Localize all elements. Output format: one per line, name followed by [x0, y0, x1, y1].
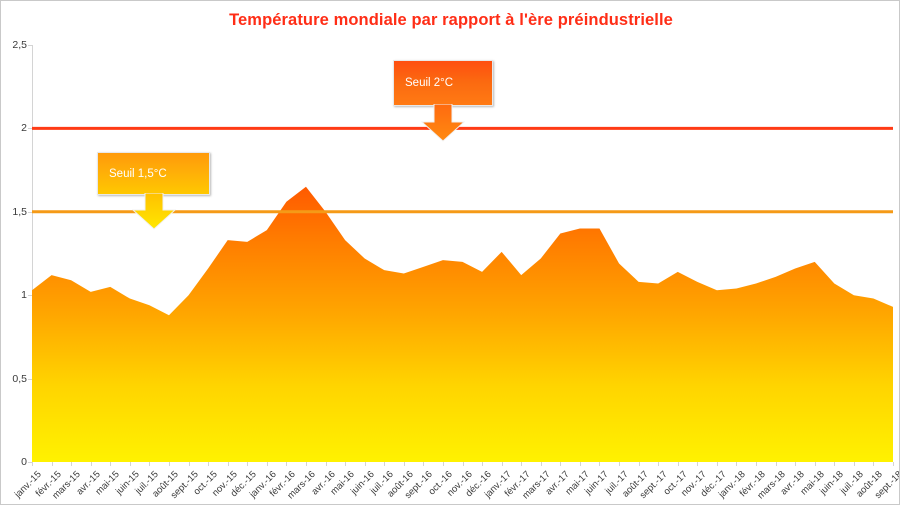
- x-axis-tick-mark: [619, 462, 621, 466]
- x-axis-tick-mark: [756, 462, 758, 466]
- threshold-15c-arrow-icon: [131, 193, 176, 230]
- x-axis-tick-mark: [599, 462, 601, 466]
- x-axis-tick-mark: [208, 462, 210, 466]
- x-axis-tick-mark: [521, 462, 523, 466]
- x-axis-tick-mark: [893, 462, 894, 466]
- temperature-area-path: [32, 186, 893, 462]
- x-axis-tick-mark: [305, 462, 307, 466]
- x-axis-tick-mark: [814, 462, 816, 466]
- x-axis-tick-mark: [853, 462, 855, 466]
- threshold-2c-arrow-icon: [421, 104, 465, 142]
- y-axis-tick-label: 2: [21, 122, 27, 135]
- y-axis-tick-mark: [28, 211, 32, 213]
- threshold-15c-callout[interactable]: Seuil 1,5°C: [97, 152, 210, 230]
- y-axis-tick-mark: [28, 45, 32, 46]
- x-axis-tick-mark: [149, 462, 151, 466]
- x-axis-tick-mark: [579, 462, 581, 466]
- x-axis-tick-mark: [110, 462, 112, 466]
- chart-title: Température mondiale par rapport à l'ère…: [229, 11, 673, 29]
- plot-area: [32, 45, 893, 462]
- x-axis-tick-mark: [384, 462, 386, 466]
- x-axis-tick-mark: [247, 462, 249, 466]
- x-axis-tick-mark: [775, 462, 777, 466]
- x-axis-tick-mark: [423, 462, 425, 466]
- x-axis-tick-mark: [286, 462, 288, 466]
- x-axis-tick-mark: [697, 462, 699, 466]
- y-axis-tick-label: 1: [21, 289, 27, 302]
- threshold-15c-callout-box: Seuil 1,5°C: [97, 152, 210, 195]
- y-axis-tick-label: 1,5: [12, 205, 27, 218]
- x-axis-tick-mark: [266, 462, 268, 466]
- x-axis-tick-mark: [677, 462, 679, 466]
- x-axis-tick-mark: [364, 462, 366, 466]
- y-axis-tick-mark: [28, 295, 32, 297]
- threshold-2c-callout[interactable]: Seuil 2°C: [393, 60, 493, 142]
- x-axis-tick-mark: [90, 462, 92, 466]
- y-axis-line: [32, 45, 33, 462]
- x-axis-tick-mark: [834, 462, 836, 466]
- x-axis-tick-mark: [168, 462, 170, 466]
- threshold-2c-callout-box: Seuil 2°C: [393, 60, 493, 106]
- x-axis-tick-mark: [540, 462, 542, 466]
- x-axis-tick-mark: [638, 462, 640, 466]
- y-axis-tick-label: 0,5: [12, 372, 27, 385]
- x-axis-tick-mark: [442, 462, 444, 466]
- x-axis-tick-mark: [32, 462, 33, 466]
- x-axis-tick-mark: [482, 462, 484, 466]
- x-axis-tick-mark: [188, 462, 190, 466]
- x-axis-tick-mark: [795, 462, 797, 466]
- x-axis-tick-mark: [716, 462, 718, 466]
- threshold-15c-callout-label: Seuil 1,5°C: [109, 167, 167, 180]
- x-axis-tick-mark: [325, 462, 327, 466]
- threshold-2c-callout-label: Seuil 2°C: [405, 77, 454, 89]
- x-axis-tick-mark: [71, 462, 73, 466]
- x-axis-tick-mark: [501, 462, 503, 466]
- y-axis-tick-mark: [28, 378, 32, 380]
- y-axis-tick-mark: [28, 462, 32, 463]
- y-axis-tick-label: 2,5: [12, 39, 27, 51]
- x-axis-tick-mark: [227, 462, 229, 466]
- x-axis-tick-mark: [658, 462, 660, 466]
- x-axis-tick-mark: [560, 462, 562, 466]
- x-axis-tick-mark: [345, 462, 347, 466]
- area-series-svg: [32, 126, 893, 462]
- y-axis-labels: 0 0,5 1 1,5 2 2,5: [1, 1, 27, 504]
- x-axis-tick-mark: [462, 462, 464, 466]
- x-axis-tick-mark: [129, 462, 131, 466]
- x-axis-tick-mark: [51, 462, 53, 466]
- y-axis-tick-mark: [28, 128, 32, 130]
- x-axis-tick-mark: [403, 462, 405, 466]
- y-axis-tick-label: 0: [21, 456, 27, 468]
- x-axis-tick-mark: [736, 462, 738, 466]
- x-axis-tick-mark: [873, 462, 875, 466]
